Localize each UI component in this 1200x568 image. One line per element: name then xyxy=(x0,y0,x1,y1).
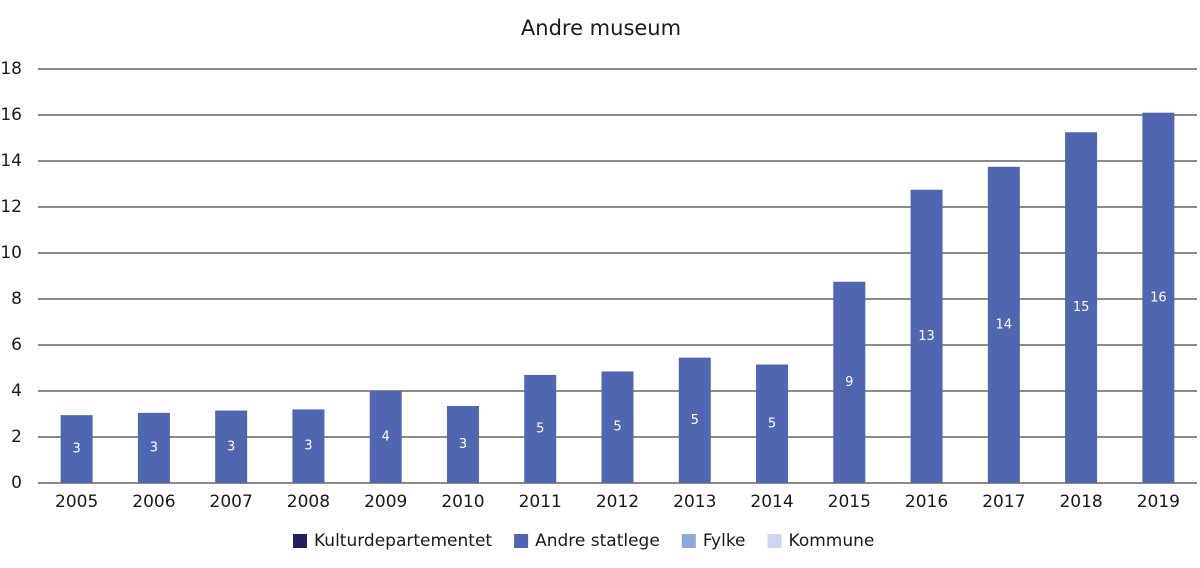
bar-segment xyxy=(60,415,93,483)
x-tick-label: 2018 xyxy=(1059,492,1102,512)
bar-segment xyxy=(215,410,248,483)
value-label: 4 xyxy=(382,430,390,445)
y-tick-label: 12 xyxy=(0,197,22,217)
y-tick-label: 10 xyxy=(0,243,22,263)
legend-swatch xyxy=(293,534,307,548)
bar-segment xyxy=(833,281,866,483)
value-label: 3 xyxy=(227,439,235,454)
y-tick-label: 6 xyxy=(11,335,22,355)
bar-segment xyxy=(756,364,789,483)
bar-segment xyxy=(601,371,634,483)
bar-segment xyxy=(524,374,557,483)
bar-segment xyxy=(678,357,711,483)
value-label: 5 xyxy=(768,416,776,431)
y-tick-label: 8 xyxy=(11,289,22,309)
bar-segment xyxy=(1142,112,1175,483)
value-label: 5 xyxy=(691,413,699,428)
x-tick-label: 2016 xyxy=(905,492,948,512)
value-label: 15 xyxy=(1073,300,1090,315)
legend-label: Kulturdepartementet xyxy=(314,531,492,551)
value-label: 14 xyxy=(996,317,1013,332)
x-tick-label: 2012 xyxy=(596,492,639,512)
y-tick-label: 18 xyxy=(0,59,22,79)
value-label: 16 xyxy=(1150,290,1167,305)
y-tick-label: 16 xyxy=(0,105,22,125)
legend-label: Andre statlege xyxy=(535,531,660,551)
value-label: 3 xyxy=(72,442,80,457)
legend-label: Fylke xyxy=(703,531,746,551)
x-tick-label: 2011 xyxy=(519,492,562,512)
bar-segment xyxy=(446,405,479,483)
x-tick-label: 2007 xyxy=(210,492,253,512)
value-label: 3 xyxy=(459,437,467,452)
x-tick-label: 2006 xyxy=(132,492,175,512)
y-tick-label: 4 xyxy=(11,381,22,401)
y-tick-label: 0 xyxy=(11,473,22,493)
value-label: 3 xyxy=(150,440,158,455)
bar-segment xyxy=(292,409,325,483)
y-tick-label: 2 xyxy=(11,427,22,447)
x-tick-label: 2009 xyxy=(364,492,407,512)
legend-swatch xyxy=(681,534,696,548)
value-label: 5 xyxy=(613,420,621,435)
legend-label: Kommune xyxy=(789,531,875,551)
x-tick-label: 2019 xyxy=(1137,492,1180,512)
bar-segment xyxy=(987,166,1020,483)
chart-title: Andre museum xyxy=(521,16,681,40)
bar-segment xyxy=(910,189,943,483)
x-tick-label: 2005 xyxy=(55,492,98,512)
x-tick-label: 2010 xyxy=(441,492,484,512)
bar-segment xyxy=(369,391,402,483)
value-label: 9 xyxy=(845,375,853,390)
x-tick-label: 2014 xyxy=(750,492,793,512)
y-tick-label: 14 xyxy=(0,151,22,171)
value-label: 3 xyxy=(304,439,312,454)
x-tick-label: 2015 xyxy=(828,492,871,512)
value-label: 13 xyxy=(918,329,935,344)
value-label: 5 xyxy=(536,421,544,436)
legend-swatch xyxy=(767,534,782,548)
bar-segment xyxy=(1065,132,1098,483)
x-tick-label: 2017 xyxy=(982,492,1025,512)
x-tick-label: 2013 xyxy=(673,492,716,512)
x-tick-label: 2008 xyxy=(287,492,330,512)
bar-segment xyxy=(137,412,170,483)
legend-swatch xyxy=(514,534,529,548)
